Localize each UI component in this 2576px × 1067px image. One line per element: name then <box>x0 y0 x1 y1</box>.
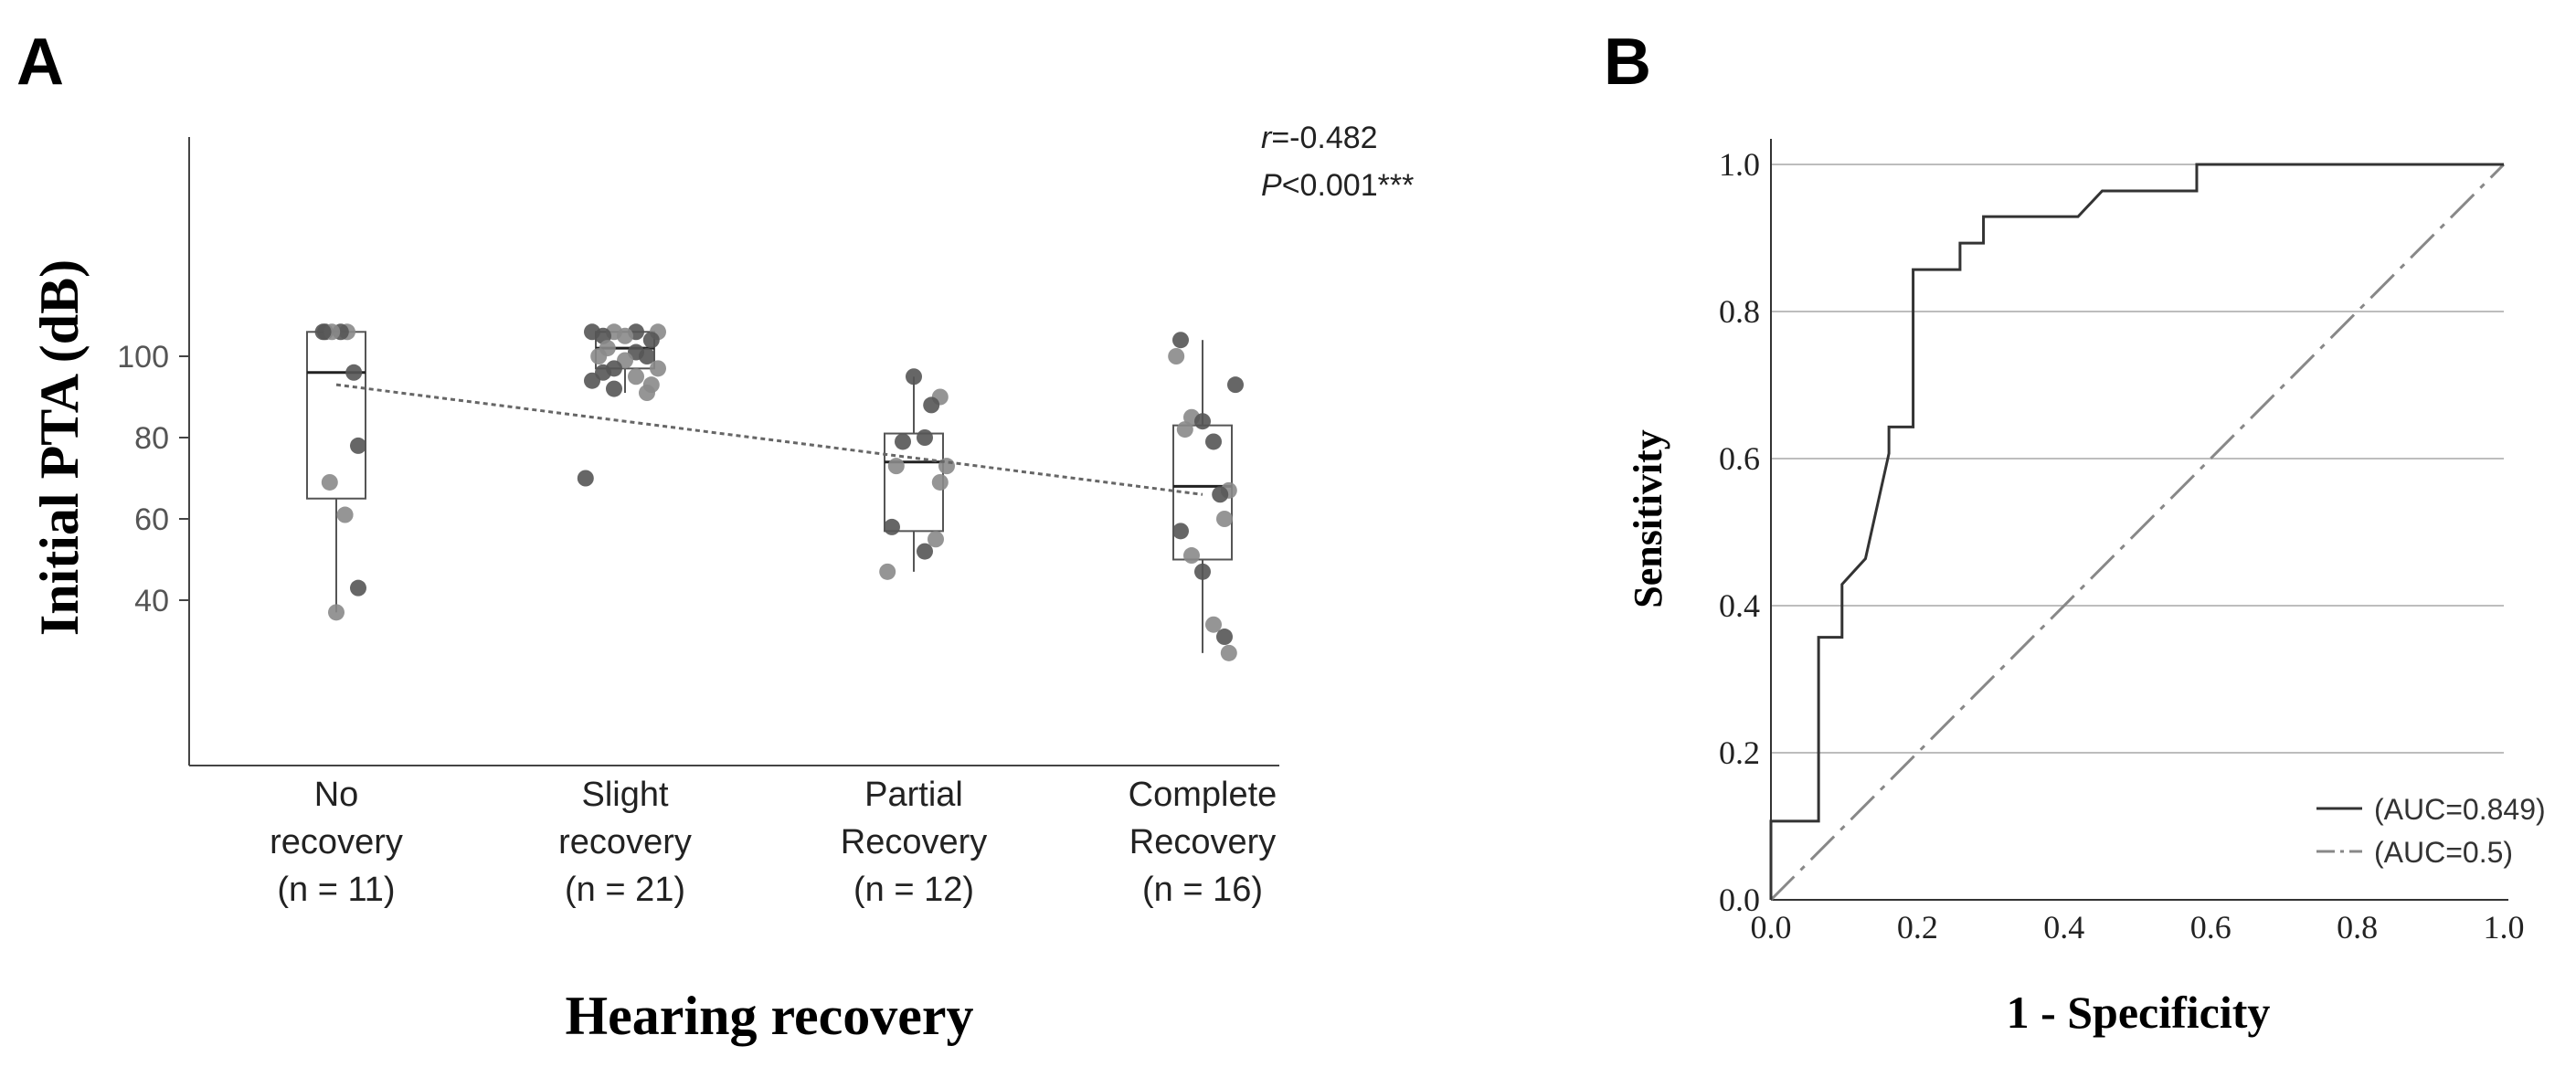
a-x-category-label: Partial <box>864 776 963 814</box>
panel-a-chart: 40 60 80 100 No recovery (n = 11) Slight recove… <box>29 121 1414 1046</box>
a-x-axis-title: Hearing recovery <box>565 986 973 1046</box>
b-y-tick-label: 0.0 <box>1719 882 1760 918</box>
a-x-category-label: recovery <box>558 823 692 861</box>
b-x-tick-label: 0.4 <box>2043 909 2084 946</box>
r-value: =-0.482 <box>1271 121 1377 155</box>
p-symbol: P <box>1261 168 1282 203</box>
a-data-point <box>928 531 944 548</box>
a-x-category-label: Complete <box>1129 776 1277 814</box>
p-value: <0.001*** <box>1282 168 1415 203</box>
a-data-point <box>617 327 633 344</box>
a-data-point <box>590 348 608 364</box>
p-value-annotation: P<0.001*** <box>1261 168 1414 203</box>
a-data-point <box>917 543 933 560</box>
a-data-point <box>650 360 666 377</box>
a-data-point <box>1183 547 1200 565</box>
a-x-category-label: No <box>314 776 359 814</box>
a-data-point <box>314 323 332 341</box>
panel-b-chart: 0.0 0.2 0.4 0.6 0.8 1.0 0.0 0.2 0.4 0.6 0.8 1.0 Sen… <box>1626 139 2546 1038</box>
a-data-point <box>639 348 655 364</box>
a-trend-line <box>335 383 1203 496</box>
a-data-point <box>642 332 660 349</box>
a-x-category-label: (n = 12) <box>853 871 974 909</box>
a-data-point <box>931 473 949 491</box>
a-data-point <box>1172 523 1189 540</box>
a-data-point <box>1220 644 1237 661</box>
a-box <box>306 331 366 500</box>
b-legend: (AUC=0.849) (AUC=0.5) <box>2316 793 2546 869</box>
b-y-tick-label: 0.4 <box>1719 587 1760 624</box>
a-data-point <box>1176 421 1193 438</box>
a-y-tick-label: 100 <box>117 340 169 375</box>
a-data-point <box>628 368 644 386</box>
a-data-point <box>584 372 600 389</box>
a-data-point <box>639 385 655 402</box>
a-x-category-label: Recovery <box>1129 823 1277 861</box>
a-data-point <box>917 429 933 446</box>
b-y-axis-title: Sensitivity <box>1626 429 1670 608</box>
a-data-point <box>1227 376 1244 394</box>
legend-label-reference: (AUC=0.5) <box>2374 836 2513 869</box>
legend-label-roc: (AUC=0.849) <box>2374 793 2546 826</box>
b-roc-curve <box>1769 163 2504 900</box>
a-boxplots <box>306 331 1233 653</box>
a-data-point <box>884 518 900 535</box>
a-x-category-label: (n = 16) <box>1142 871 1263 909</box>
a-x-category-label: (n = 21) <box>565 871 685 909</box>
a-data-point <box>1172 332 1189 349</box>
a-data-point <box>350 579 366 597</box>
a-data-point <box>906 368 922 386</box>
a-data-point <box>1205 433 1222 450</box>
a-data-point <box>577 470 594 487</box>
b-x-tick-label: 1.0 <box>2484 909 2525 946</box>
correlation-annotation: r=-0.482 <box>1261 121 1378 155</box>
a-data-point <box>350 437 366 454</box>
a-x-category-label: Slight <box>581 776 668 814</box>
b-y-tick-label: 1.0 <box>1719 146 1760 183</box>
a-data-point <box>1216 511 1233 527</box>
a-x-category-label: Recovery <box>841 823 988 861</box>
b-x-tick-label: 0.8 <box>2337 909 2378 946</box>
a-data-point <box>923 396 940 414</box>
a-y-tick-label: 60 <box>134 502 169 537</box>
a-y-ticks: 40 60 80 100 <box>117 340 189 618</box>
b-y-tick-label: 0.6 <box>1719 440 1760 477</box>
a-x-category-labels: No recovery (n = 11) Slight recovery (n = 21)… <box>270 776 1277 909</box>
b-tick-labels: 0.0 0.2 0.4 0.6 0.8 1.0 0.0 0.2 0.4 0.6 0.8 1.0 <box>1719 146 2525 946</box>
a-y-tick-label: 80 <box>134 421 169 456</box>
a-data-point <box>328 604 345 621</box>
r-symbol: r <box>1261 121 1273 155</box>
a-x-category-label: recovery <box>270 823 403 861</box>
a-y-tick-label: 40 <box>134 584 169 618</box>
a-data-point <box>1205 616 1222 633</box>
a-data-point <box>1168 348 1185 364</box>
a-data-point <box>879 563 896 580</box>
a-y-axis-title: Initial PTA (dB) <box>29 259 90 636</box>
b-x-axis-title: 1 - Specificity <box>2007 987 2271 1038</box>
panel-b-label: B <box>1604 26 1651 99</box>
a-data-point <box>1194 563 1211 580</box>
b-reference-line <box>1769 163 2506 902</box>
a-points <box>314 323 1244 661</box>
a-data-point <box>895 433 911 450</box>
a-data-point <box>345 364 363 381</box>
a-data-point <box>336 506 354 523</box>
a-data-point <box>1194 413 1211 430</box>
a-data-point <box>1212 486 1229 503</box>
panel-a-label: A <box>16 26 64 99</box>
b-x-tick-label: 0.6 <box>2190 909 2231 946</box>
b-x-tick-label: 0.0 <box>1751 909 1792 946</box>
a-data-point <box>887 458 905 475</box>
b-gridlines <box>1771 164 2504 754</box>
a-data-point <box>321 473 338 491</box>
a-data-point <box>1216 629 1233 646</box>
a-x-category-label: (n = 11) <box>277 871 395 909</box>
b-y-tick-label: 0.8 <box>1719 293 1760 330</box>
a-data-point <box>606 380 622 397</box>
b-x-tick-label: 0.2 <box>1897 909 1938 946</box>
b-y-tick-label: 0.2 <box>1719 734 1760 771</box>
